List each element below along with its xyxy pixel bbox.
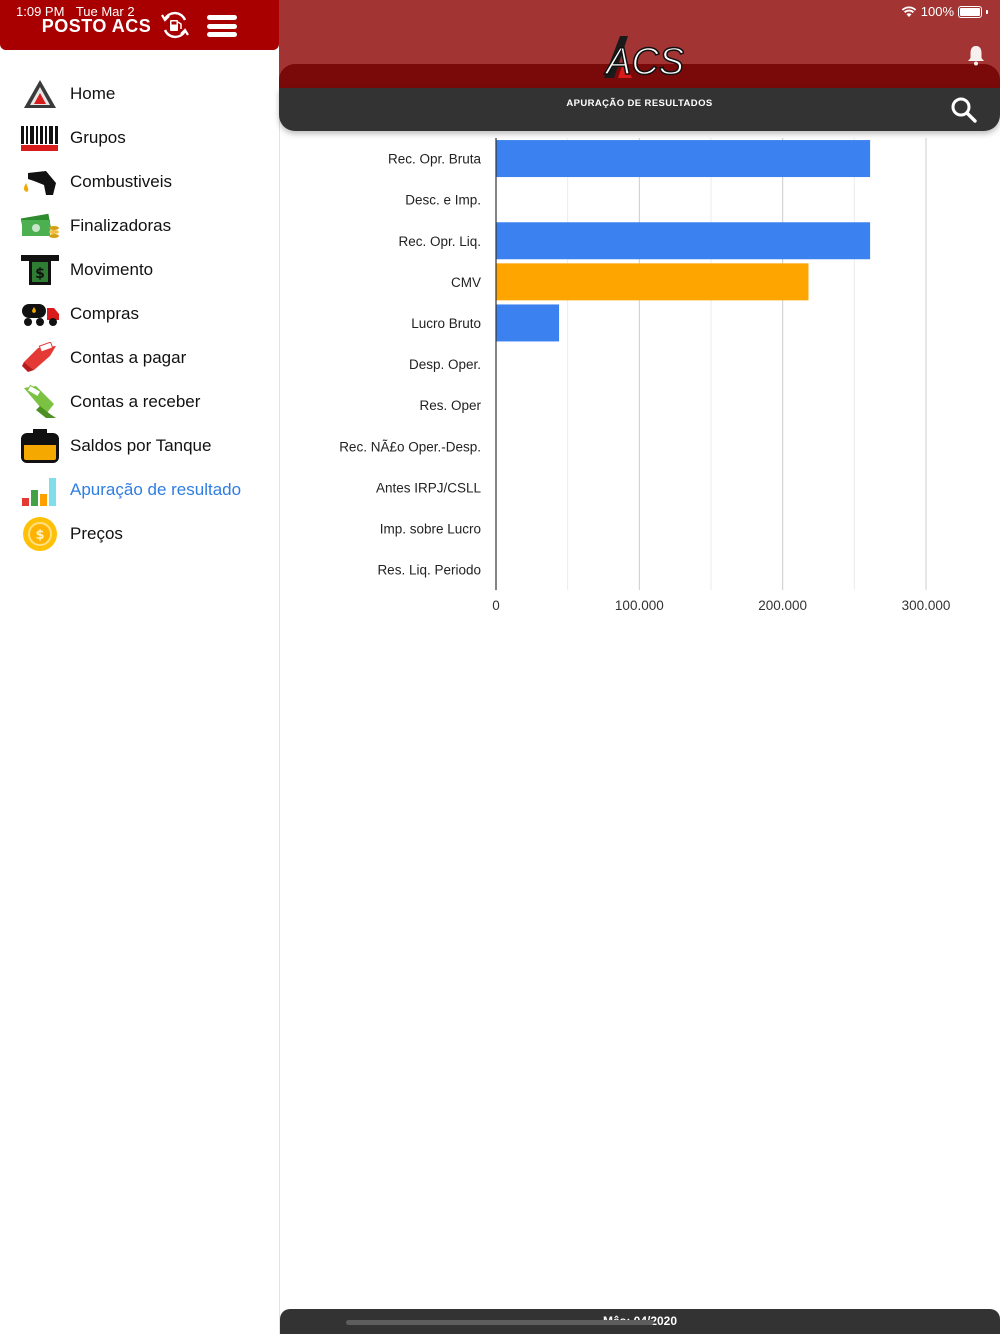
category-label: CMV [451, 275, 481, 290]
sidebar-header: POSTO ACS [0, 0, 279, 50]
sidebar-item-label: Apuração de resultado [70, 480, 242, 499]
sidebar-item-label: Combustiveis [70, 172, 173, 191]
status-time: 1:09 PM [16, 4, 65, 19]
fuel-nozzle-icon [20, 164, 60, 200]
sidebar-item-precos[interactable]: $ Preços [0, 512, 279, 556]
sidebar-item-movimento[interactable]: $ Movimento [0, 248, 279, 292]
bar-2 [496, 222, 871, 260]
sidebar-item-label: Contas a pagar [70, 348, 187, 367]
sidebar-nav: Home Grupos Combustiveis Finalizadoras [0, 72, 279, 556]
results-bar-chart: Rec. Opr. Bruta Desc. e Imp. Rec. Opr. Liq… [339, 138, 951, 613]
battery-percent: 100% [920, 4, 954, 19]
bar-0 [496, 140, 871, 178]
logo-text: ACS [604, 41, 684, 82]
bar-4 [496, 304, 560, 342]
category-label: Imp. sobre Lucro [380, 521, 481, 536]
sidebar-item-saldos-por-tanque[interactable]: Saldos por Tanque [0, 424, 279, 468]
sidebar-item-home[interactable]: Home [0, 72, 279, 116]
sidebar-item-label: Compras [70, 304, 139, 323]
x-tick-label: 100.000 [615, 598, 664, 613]
pay-icon [20, 340, 60, 376]
sidebar-item-label: Home [70, 84, 116, 103]
x-tick-label: 0 [492, 598, 500, 613]
wifi-icon [901, 5, 916, 17]
category-label: Antes IRPJ/CSLL [376, 480, 482, 495]
coin-icon: $ [20, 516, 60, 552]
bar-chart-icon [20, 472, 60, 508]
category-label: Rec. Opr. Liq. [398, 234, 481, 249]
toolbar: APURAÇÃO DE RESULTADOS [279, 88, 1000, 131]
sidebar-item-contas-a-pagar[interactable]: Contas a pagar [0, 336, 279, 380]
sidebar-item-contas-a-receber[interactable]: Contas a receber [0, 380, 279, 424]
category-label: Res. Liq. Periodo [377, 563, 481, 578]
x-tick-label: 200.000 [758, 598, 807, 613]
brand-title: POSTO ACS [41, 15, 152, 36]
barcode-icon [20, 120, 60, 156]
sidebar-item-label: Grupos [70, 128, 126, 147]
money-icon [20, 208, 60, 244]
category-label: Desp. Oper. [409, 357, 481, 372]
sidebar: POSTO ACS Home [0, 0, 280, 1334]
x-tick-label: 300.000 [902, 598, 951, 613]
hamburger-menu-icon[interactable] [207, 15, 238, 37]
sidebar-item-label: Saldos por Tanque [70, 436, 212, 455]
category-label: Desc. e Imp. [405, 193, 481, 208]
sidebar-item-label: Contas a receber [70, 392, 201, 411]
svg-text:$: $ [35, 266, 45, 282]
sidebar-item-finalizadoras[interactable]: Finalizadoras [0, 204, 279, 248]
atm-icon: $ [20, 252, 60, 288]
home-icon [20, 76, 60, 112]
notification-bell-icon[interactable] [966, 44, 986, 66]
home-indicator [346, 1320, 654, 1325]
page-title: APURAÇÃO DE RESULTADOS [566, 98, 713, 109]
receive-icon [20, 384, 60, 420]
sidebar-item-label: Movimento [70, 260, 154, 279]
category-label: Rec. NÃ£o Oper.-Desp. [339, 439, 481, 454]
tank-icon [20, 428, 60, 464]
svg-text:$: $ [35, 528, 44, 543]
sidebar-item-label: Preços [70, 524, 123, 543]
tanker-truck-icon [20, 296, 60, 332]
battery-icon [958, 5, 982, 18]
sidebar-item-apuracao-de-resultado[interactable]: Apuração de resultado [0, 468, 279, 512]
acs-logo: ACS [603, 36, 684, 82]
status-bar-right: 100% [901, 4, 988, 19]
search-icon[interactable] [950, 96, 978, 124]
status-bar-left: 1:09 PM Tue Mar 2 [16, 4, 143, 19]
status-date: Tue Mar 2 [75, 4, 135, 19]
category-label: Rec. Opr. Bruta [388, 152, 482, 167]
category-label: Lucro Bruto [411, 316, 481, 331]
sidebar-item-compras[interactable]: Compras [0, 292, 279, 336]
sidebar-item-combustiveis[interactable]: Combustiveis [0, 160, 279, 204]
sidebar-item-grupos[interactable]: Grupos [0, 116, 279, 160]
bar-3 [496, 263, 809, 301]
fuel-station-sync-icon [161, 11, 190, 39]
category-label: Res. Oper [419, 398, 481, 413]
sidebar-item-label: Finalizadoras [70, 216, 172, 235]
